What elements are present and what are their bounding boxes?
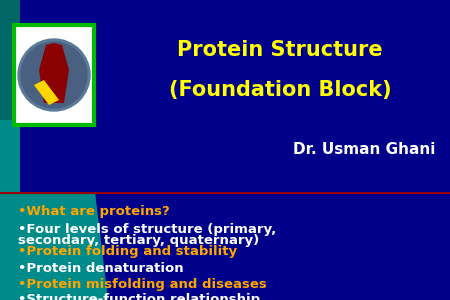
Text: •Protein denaturation: •Protein denaturation — [18, 262, 184, 275]
Circle shape — [18, 39, 90, 111]
Polygon shape — [0, 120, 108, 300]
Text: (Foundation Block): (Foundation Block) — [169, 80, 392, 100]
Text: •What are proteins?: •What are proteins? — [18, 205, 170, 218]
Polygon shape — [39, 43, 69, 103]
Text: •Structure-function relationship: •Structure-function relationship — [18, 293, 260, 300]
Text: Dr. Usman Ghani: Dr. Usman Ghani — [292, 142, 435, 158]
Text: •Four levels of structure (primary,: •Four levels of structure (primary, — [18, 223, 276, 236]
Text: secondary, tertiary, quaternary): secondary, tertiary, quaternary) — [18, 234, 259, 247]
FancyBboxPatch shape — [14, 25, 94, 125]
Text: Protein Structure: Protein Structure — [177, 40, 383, 60]
Circle shape — [21, 42, 87, 108]
Text: •Protein misfolding and diseases: •Protein misfolding and diseases — [18, 278, 267, 291]
Text: •Protein folding and stability: •Protein folding and stability — [18, 245, 237, 258]
Polygon shape — [0, 0, 108, 300]
Polygon shape — [34, 80, 59, 105]
